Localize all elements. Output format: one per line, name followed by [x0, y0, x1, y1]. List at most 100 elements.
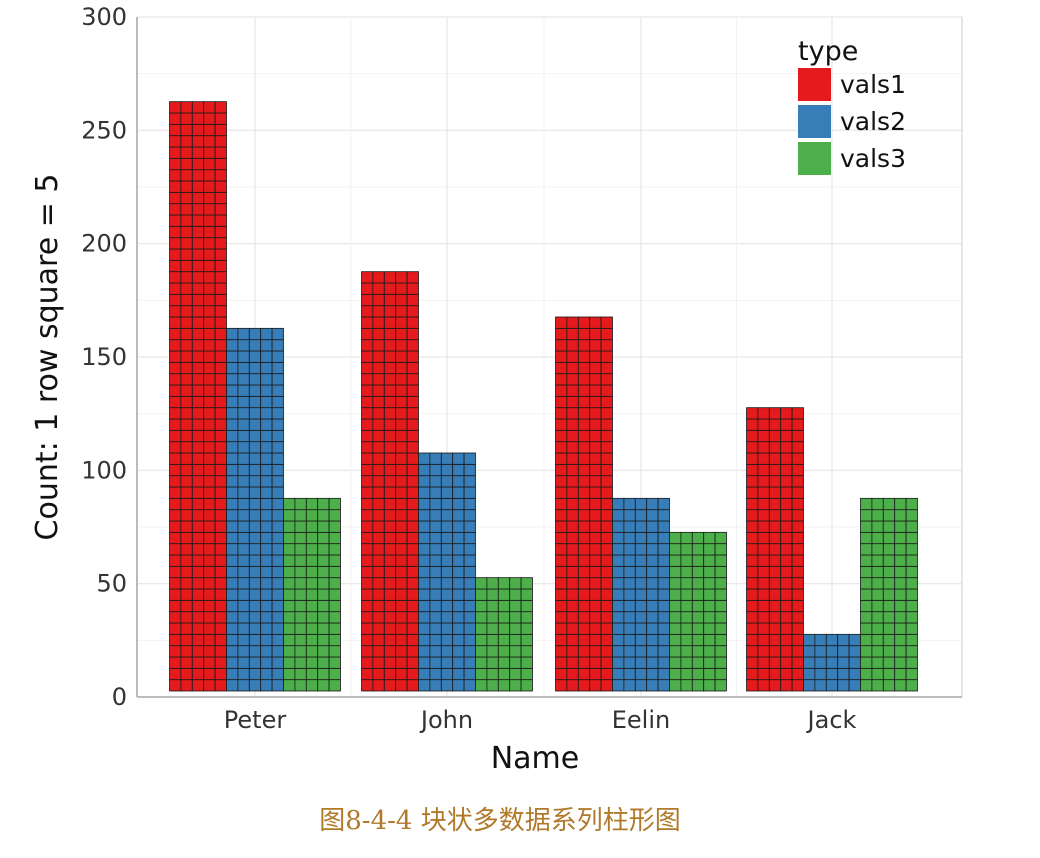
waffle-cell [203, 384, 216, 397]
waffle-cell [226, 520, 239, 533]
waffle-cell [452, 577, 465, 590]
waffle-cell [180, 565, 193, 579]
waffle-cell [203, 271, 216, 284]
waffle-cell [180, 475, 193, 488]
waffle-cell [463, 554, 476, 567]
waffle-cell [248, 384, 262, 397]
waffle-cell [191, 112, 205, 125]
waffle-cell [600, 667, 613, 681]
waffle-cell [440, 667, 454, 681]
waffle-cell [214, 101, 227, 114]
waffle-cell [429, 520, 442, 533]
waffle-cell [305, 554, 319, 567]
waffle-cell [600, 373, 613, 386]
waffle-cell [226, 611, 239, 624]
waffle-cell [566, 418, 579, 431]
waffle-cell [589, 316, 602, 329]
waffle-cell [271, 497, 284, 511]
waffle-cell [600, 429, 613, 443]
waffle-cell [383, 373, 397, 386]
waffle-cell [395, 565, 408, 579]
waffle-cell [577, 565, 591, 579]
waffle-cell [589, 463, 602, 477]
waffle-cell [203, 441, 216, 454]
waffle-cell [305, 633, 319, 647]
waffle-cell [452, 497, 465, 511]
waffle-cell [746, 599, 759, 613]
waffle-cell [191, 543, 205, 556]
waffle-cell [214, 622, 227, 635]
waffle-cell [180, 407, 193, 420]
waffle-cell [520, 622, 533, 635]
waffle-cell [237, 520, 250, 533]
waffle-cell [226, 452, 239, 465]
waffle-cell [418, 565, 431, 579]
waffle-cell [780, 599, 793, 613]
waffle-cell [226, 554, 239, 567]
waffle-cell [317, 679, 330, 692]
waffle-cell [463, 667, 476, 681]
waffle-cell [317, 599, 330, 613]
waffle-cell [361, 497, 374, 511]
waffle-cell [214, 543, 227, 556]
waffle-cell [691, 599, 705, 613]
waffle-cell [383, 520, 397, 533]
waffle-cell [894, 656, 907, 669]
waffle-cell [169, 180, 182, 193]
waffle-cell [180, 123, 193, 137]
waffle-cell [372, 475, 385, 488]
waffle-cell [555, 577, 568, 590]
waffle-cell [714, 588, 727, 601]
waffle-cell [237, 577, 250, 590]
waffle-cell [768, 418, 782, 431]
waffle-cell [440, 611, 454, 624]
waffle-cell [905, 656, 918, 669]
waffle-cell [260, 429, 273, 443]
waffle-cell [768, 599, 782, 613]
waffle-cell [180, 225, 193, 239]
waffle-cell [260, 633, 273, 647]
waffle-cell [361, 475, 374, 488]
waffle-cell [860, 543, 873, 556]
waffle-cell [226, 361, 239, 375]
waffle-cell [180, 497, 193, 511]
waffle-cell [463, 543, 476, 556]
waffle-cell [497, 577, 511, 590]
waffle-cell [418, 645, 431, 658]
waffle-cell [169, 452, 182, 465]
waffle-cell [203, 577, 216, 590]
waffle-cell [623, 667, 636, 681]
waffle-cell [372, 599, 385, 613]
waffle-cell [169, 611, 182, 624]
waffle-cell [191, 305, 205, 318]
waffle-cell [600, 543, 613, 556]
waffle-cell [214, 441, 227, 454]
waffle-cell [191, 157, 205, 171]
waffle-cell [803, 633, 816, 647]
waffle-cell [361, 384, 374, 397]
waffle-cell [871, 679, 884, 692]
waffle-cell [395, 463, 408, 477]
waffle-cell [169, 361, 182, 375]
waffle-cell [283, 554, 296, 567]
waffle-cell [372, 520, 385, 533]
waffle-cell [440, 645, 454, 658]
waffle-cell [791, 486, 804, 499]
waffle-cell [271, 520, 284, 533]
waffle-cell [600, 679, 613, 692]
waffle-cell [657, 679, 670, 692]
waffle-cell [169, 441, 182, 454]
waffle-cell [882, 543, 896, 556]
waffle-cell [894, 633, 907, 647]
waffle-cell [555, 656, 568, 669]
waffle-cell [383, 486, 397, 499]
waffle-cell [406, 565, 419, 579]
x-tick-label: Jack [806, 706, 857, 734]
waffle-cell [248, 599, 262, 613]
waffle-cell [395, 361, 408, 375]
waffle-cell [691, 577, 705, 590]
waffle-cell [882, 531, 896, 545]
waffle-cell [555, 633, 568, 647]
waffle-cell [191, 486, 205, 499]
waffle-cell [680, 633, 693, 647]
